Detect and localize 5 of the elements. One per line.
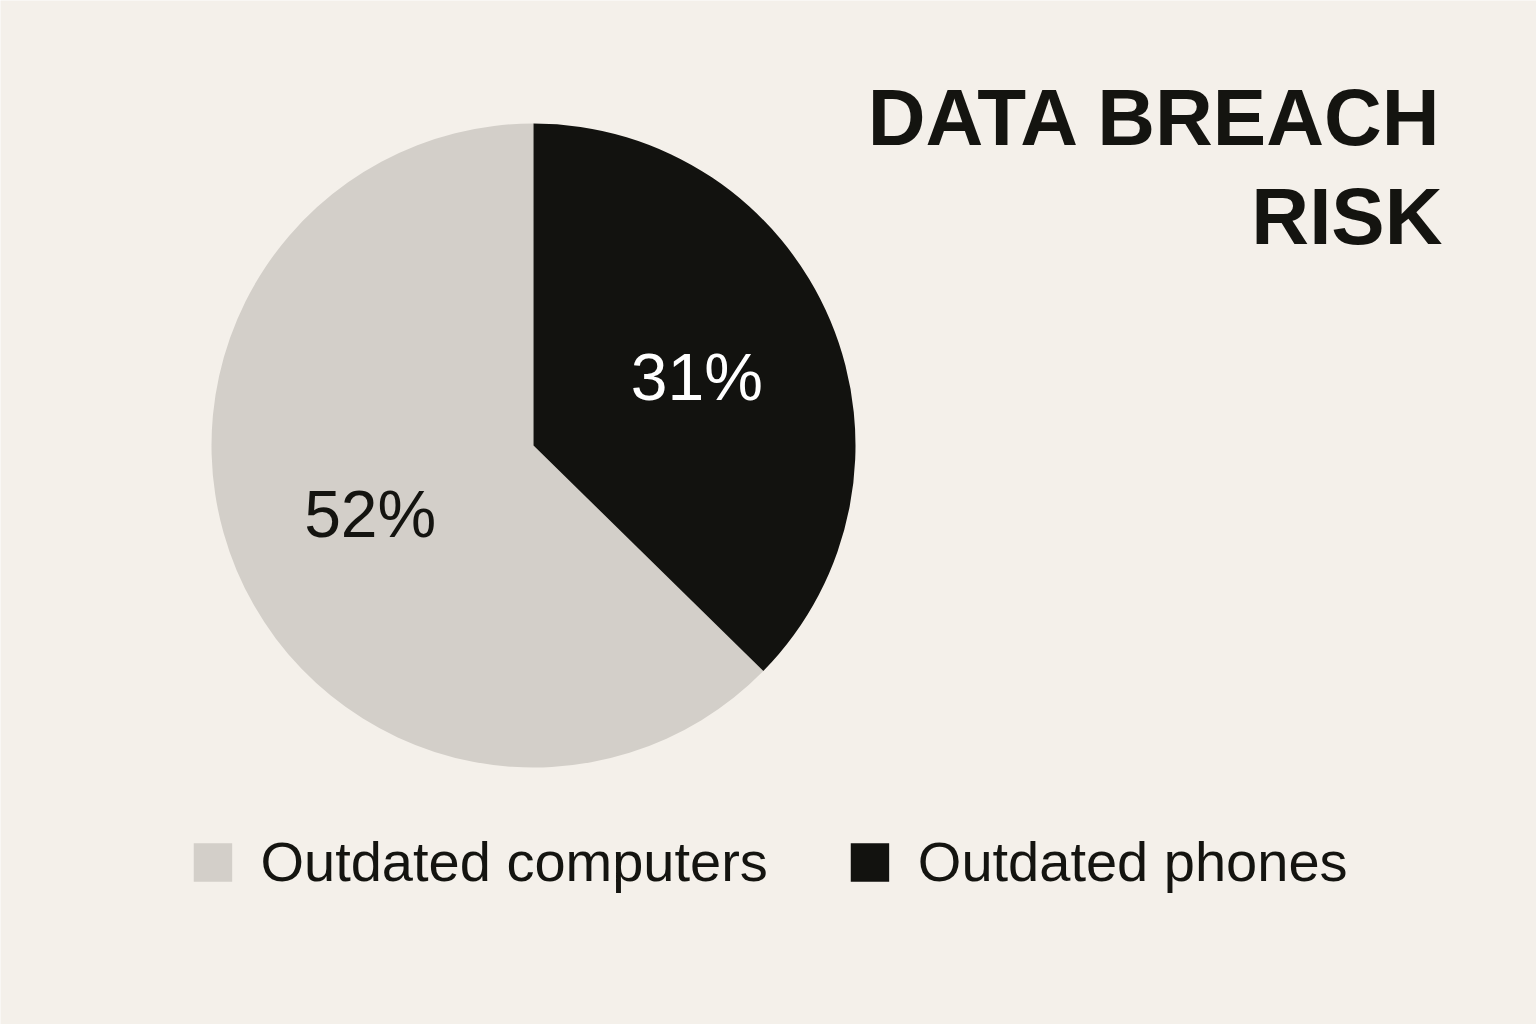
legend-label: Outdated phones — [917, 829, 1348, 894]
legend-label: Outdated computers — [260, 829, 768, 894]
data-label: 52% — [304, 477, 437, 552]
data-label: 31% — [630, 339, 763, 414]
chart-title: DATA BREACH RISK — [867, 72, 1443, 262]
